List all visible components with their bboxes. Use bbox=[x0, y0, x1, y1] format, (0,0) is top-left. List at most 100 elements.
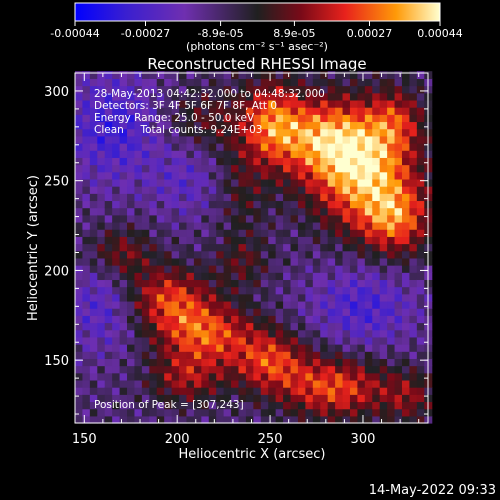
heatmap-cell bbox=[223, 107, 232, 115]
heatmap-cell bbox=[416, 387, 425, 395]
heatmap-cell bbox=[320, 336, 329, 345]
heatmap-cell bbox=[394, 171, 403, 180]
heatmap-cell bbox=[379, 229, 388, 237]
heatmap-cell bbox=[134, 279, 143, 288]
heatmap-cell bbox=[372, 99, 381, 108]
heatmap-cell bbox=[357, 236, 366, 245]
heatmap-cell bbox=[127, 265, 136, 273]
heatmap-cell bbox=[416, 394, 425, 403]
heatmap-cell bbox=[119, 401, 128, 410]
heatmap-cell bbox=[275, 394, 284, 403]
heatmap-cell bbox=[253, 128, 262, 137]
heatmap-cell bbox=[156, 408, 165, 417]
heatmap-cell bbox=[75, 99, 84, 108]
heatmap-cell bbox=[112, 329, 121, 338]
heatmap-cell bbox=[75, 372, 84, 381]
heatmap-cell bbox=[357, 387, 366, 395]
heatmap-cell bbox=[335, 178, 344, 187]
heatmap-cell bbox=[186, 272, 195, 281]
heatmap-cell bbox=[201, 401, 210, 410]
heatmap-cell bbox=[268, 71, 277, 79]
heatmap-cell bbox=[245, 408, 254, 417]
heatmap-cell bbox=[149, 322, 158, 331]
heatmap-cell bbox=[253, 150, 262, 158]
heatmap-cell bbox=[223, 221, 232, 230]
heatmap-cell bbox=[127, 207, 136, 216]
heatmap-cell bbox=[335, 265, 344, 273]
heatmap-cell bbox=[335, 365, 344, 374]
heatmap-cell bbox=[394, 114, 403, 123]
heatmap-cell bbox=[238, 265, 247, 273]
heatmap-cell bbox=[245, 207, 254, 216]
heatmap-cell bbox=[379, 243, 388, 252]
heatmap-cell bbox=[119, 236, 128, 245]
heatmap-cell bbox=[357, 351, 366, 359]
heatmap-cell bbox=[409, 186, 418, 194]
heatmap-cell bbox=[416, 164, 425, 173]
heatmap-cell bbox=[416, 107, 425, 115]
heatmap-cell bbox=[290, 236, 299, 245]
heatmap-cell bbox=[290, 387, 299, 395]
heatmap-cell bbox=[223, 351, 232, 359]
heatmap-cell bbox=[305, 221, 314, 230]
heatmap-cell bbox=[379, 293, 388, 302]
heatmap-cell bbox=[134, 186, 143, 194]
heatmap-cell bbox=[342, 221, 351, 230]
heatmap-cell bbox=[193, 315, 202, 324]
heatmap-cell bbox=[82, 207, 91, 216]
heatmap-cell bbox=[312, 157, 321, 166]
heatmap-cell bbox=[134, 336, 143, 345]
heatmap-cell bbox=[372, 171, 381, 180]
colorbar-ticks bbox=[74, 21, 441, 26]
heatmap-cell bbox=[75, 121, 84, 130]
heatmap-cell bbox=[245, 243, 254, 252]
heatmap-cell bbox=[297, 214, 306, 223]
heatmap-cell bbox=[349, 92, 358, 101]
heatmap-cell bbox=[290, 121, 299, 130]
heatmap-cell bbox=[268, 207, 277, 216]
heatmap-cell bbox=[201, 107, 210, 115]
heatmap-cell bbox=[119, 150, 128, 158]
heatmap-cell bbox=[260, 107, 269, 115]
heatmap-cell bbox=[275, 92, 284, 101]
heatmap-cell bbox=[283, 358, 292, 367]
heatmap-cell bbox=[260, 250, 269, 259]
heatmap-cell bbox=[253, 279, 262, 288]
heatmap-cell bbox=[112, 157, 121, 166]
heatmap-cell bbox=[268, 200, 277, 209]
heatmap-cell bbox=[127, 78, 136, 87]
heatmap-cell bbox=[193, 322, 202, 331]
heatmap-cell bbox=[357, 265, 366, 273]
heatmap-cell bbox=[104, 408, 113, 417]
heatmap-cell bbox=[305, 300, 314, 309]
heatmap-cell bbox=[82, 157, 91, 166]
heatmap-cell bbox=[141, 135, 150, 144]
heatmap-cell bbox=[82, 121, 91, 130]
heatmap-cell bbox=[387, 178, 396, 187]
heatmap-cell bbox=[216, 358, 225, 367]
heatmap-cell bbox=[186, 265, 195, 273]
heatmap-cell bbox=[394, 214, 403, 223]
heatmap-cell bbox=[357, 250, 366, 259]
heatmap-cell bbox=[231, 272, 240, 281]
heatmap-cell bbox=[104, 221, 113, 230]
heatmap-cell bbox=[401, 214, 411, 223]
heatmap-cell bbox=[231, 143, 240, 151]
heatmap-cell bbox=[89, 387, 98, 395]
heatmap-cell bbox=[186, 286, 195, 295]
heatmap-cell bbox=[335, 272, 344, 281]
heatmap-cell bbox=[112, 351, 121, 359]
heatmap-cell bbox=[320, 286, 329, 295]
heatmap-cell bbox=[342, 336, 351, 345]
heatmap-cell bbox=[364, 107, 373, 115]
heatmap-cell bbox=[112, 401, 121, 410]
heatmap-cell bbox=[193, 135, 202, 144]
heatmap-cell bbox=[283, 107, 292, 115]
heatmap-cell bbox=[97, 121, 106, 130]
heatmap-cell bbox=[164, 229, 173, 237]
heatmap-cell bbox=[89, 336, 98, 345]
heatmap-cell bbox=[245, 394, 254, 403]
heatmap-cell bbox=[89, 92, 98, 101]
heatmap-cell bbox=[104, 229, 113, 237]
heatmap-cell bbox=[186, 415, 195, 424]
